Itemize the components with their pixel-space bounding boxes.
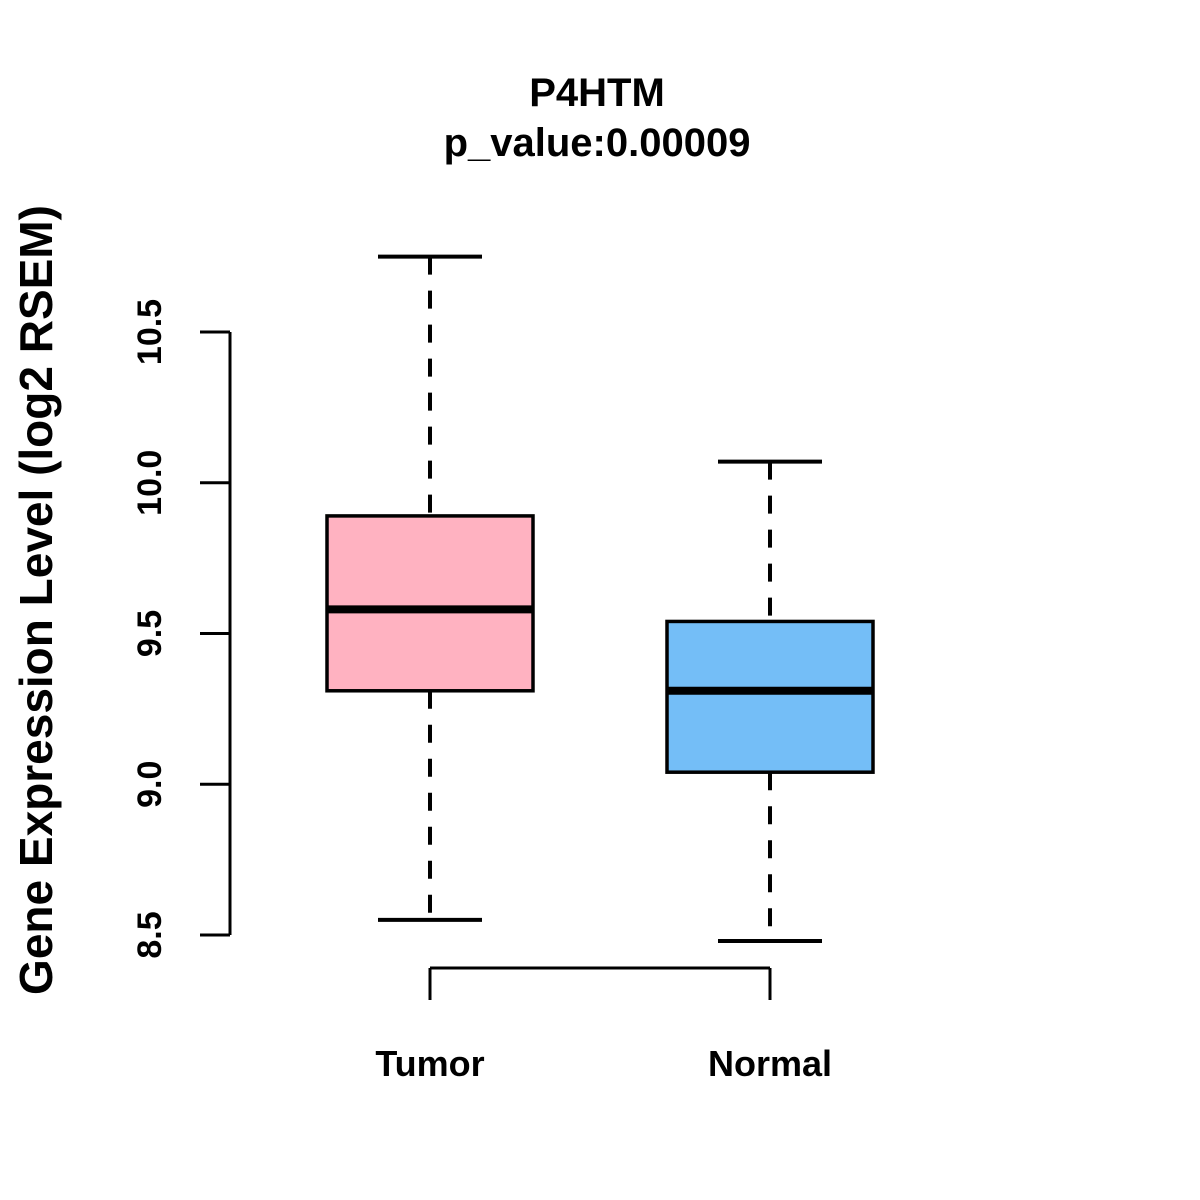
x-axis: Tumor Normal (375, 966, 832, 1084)
y-axis-tick-label: 10.5 (131, 299, 169, 365)
y-axis-label: Gene Expression Level (log2 RSEM) (10, 205, 62, 995)
y-axis-tick-label: 10.0 (131, 450, 169, 516)
x-axis-category-label: Tumor (375, 1043, 484, 1084)
iqr-box (665, 619, 875, 774)
box-series (325, 254, 875, 944)
iqr-box (325, 514, 535, 693)
chart-subtitle: p_value:0.00009 (444, 121, 751, 165)
y-axis-tick-label: 9.5 (131, 610, 169, 657)
y-axis: 8.5 9.0 9.5 10.0 10.5 (131, 299, 232, 959)
y-axis-tick-label: 8.5 (131, 911, 169, 958)
x-axis-category-label: Normal (708, 1043, 832, 1084)
box-group-tumor (325, 254, 535, 922)
chart-title: P4HTM (529, 71, 665, 115)
y-axis-tick-label: 9.0 (131, 761, 169, 808)
box-group-normal (665, 459, 875, 944)
